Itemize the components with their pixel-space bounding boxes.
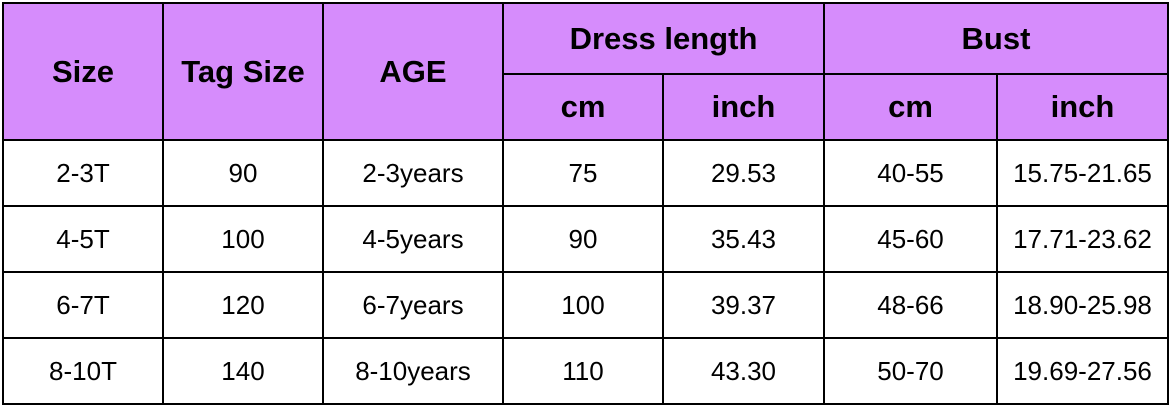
subheader-cell: inch: [996, 73, 1169, 141]
table-cell: 45-60: [823, 205, 998, 273]
table-row: 4-5T 100 4-5years 90 35.43 45-60 17.71-23.62: [2, 205, 1169, 273]
table-cell: 48-66: [823, 271, 998, 339]
table-cell: 6-7years: [322, 271, 504, 339]
table-cell: 100: [502, 271, 664, 339]
table-body: 2-3T 90 2-3years 75 29.53 40-55 15.75-21.65 4-5…: [2, 139, 1169, 405]
table-cell: 19.69-27.56: [996, 337, 1169, 405]
table-cell: 35.43: [662, 205, 825, 273]
subheader-cell: inch: [662, 73, 825, 141]
header-cell: Dress length: [502, 2, 825, 75]
header-cell: Bust: [823, 2, 1169, 75]
header-cell: AGE: [322, 2, 504, 141]
table-cell: 4-5years: [322, 205, 504, 273]
header-row: Size Tag Size AGE Dress length Bust: [2, 2, 1169, 141]
subheader-cell: cm: [823, 73, 998, 141]
header-cell: Tag Size: [162, 2, 324, 141]
table-cell: 4-5T: [2, 205, 164, 273]
table-cell: 39.37: [662, 271, 825, 339]
subheader-cell: cm: [502, 73, 664, 141]
table-row: 2-3T 90 2-3years 75 29.53 40-55 15.75-21.65: [2, 139, 1169, 207]
table-cell: 90: [162, 139, 324, 207]
table-row: 6-7T 120 6-7years 100 39.37 48-66 18.90-25.98: [2, 271, 1169, 339]
table-cell: 90: [502, 205, 664, 273]
table-cell: 43.30: [662, 337, 825, 405]
table-cell: 140: [162, 337, 324, 405]
table-cell: 120: [162, 271, 324, 339]
table-cell: 17.71-23.62: [996, 205, 1169, 273]
table-cell: 100: [162, 205, 324, 273]
table-cell: 2-3years: [322, 139, 504, 207]
table-cell: 2-3T: [2, 139, 164, 207]
table-cell: 8-10T: [2, 337, 164, 405]
table-cell: 110: [502, 337, 664, 405]
table-cell: 29.53: [662, 139, 825, 207]
table-cell: 15.75-21.65: [996, 139, 1169, 207]
table-cell: 8-10years: [322, 337, 504, 405]
table-row: 8-10T 140 8-10years 110 43.30 50-70 19.69-27.5…: [2, 337, 1169, 405]
size-table: Size Tag Size AGE Dress length Bust cm i…: [2, 2, 1169, 405]
subheader-row: cm inch cm inch: [3, 73, 1169, 141]
table-cell: 40-55: [823, 139, 998, 207]
table-cell: 50-70: [823, 337, 998, 405]
table-cell: 6-7T: [2, 271, 164, 339]
table-cell: 18.90-25.98: [996, 271, 1169, 339]
header-cell: Size: [2, 2, 164, 141]
table-cell: 75: [502, 139, 664, 207]
